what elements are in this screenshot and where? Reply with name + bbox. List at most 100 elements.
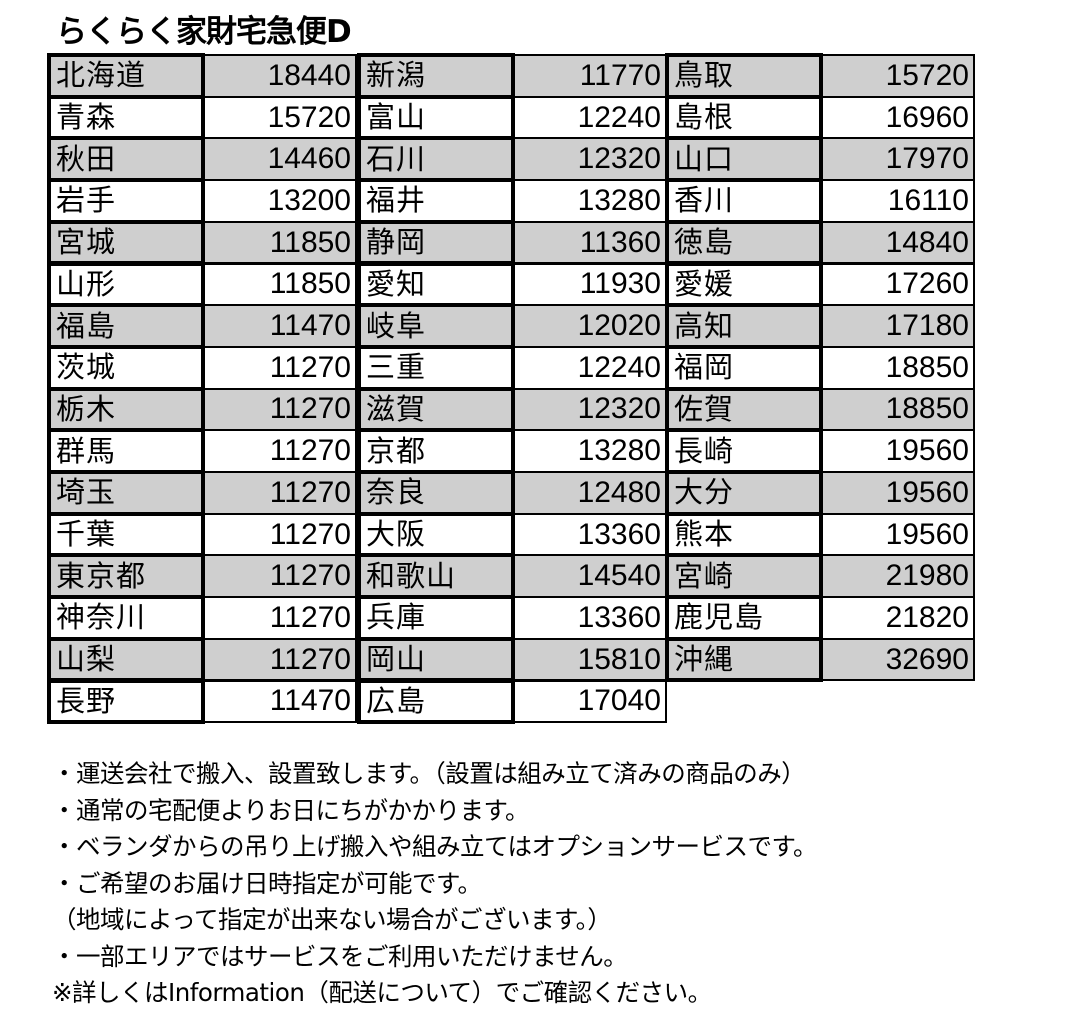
prefecture-cell: 愛知 xyxy=(357,261,515,308)
prefecture-cell: 東京都 xyxy=(47,553,205,600)
notes: ・運送会社で搬入、設置致します。（設置は組み立て済みの商品のみ） ・通常の宅配便… xyxy=(52,756,818,1012)
note-line: ・通常の宅配便よりお日にちがかかります。 xyxy=(52,795,530,825)
prefecture-cell: 鳥取 xyxy=(665,53,823,99)
prefecture-cell: 大分 xyxy=(665,470,823,516)
price-cell: 13360 xyxy=(511,596,667,640)
prefecture-cell: 青森 xyxy=(47,94,205,141)
price-cell: 17260 xyxy=(819,262,975,307)
price-cell: 13280 xyxy=(511,179,667,223)
price-cell: 17970 xyxy=(819,137,975,182)
price-cell: 11470 xyxy=(201,304,357,348)
prefecture-cell: 佐賀 xyxy=(665,386,823,433)
prefecture-cell: 京都 xyxy=(357,428,515,474)
price-cell: 11270 xyxy=(201,512,357,557)
price-cell: 13360 xyxy=(511,512,667,557)
price-cell: 11270 xyxy=(201,554,357,599)
prefecture-cell: 埼玉 xyxy=(47,470,205,516)
prefecture-cell: 静岡 xyxy=(357,219,515,266)
note-line: ※詳しくはInformation（配送について）でご確認ください。 xyxy=(52,978,712,1007)
price-cell: 11470 xyxy=(201,679,357,724)
prefecture-cell: 鹿児島 xyxy=(665,595,823,641)
prefecture-cell: 栃木 xyxy=(47,386,205,433)
note-line: （地域によって指定が出来ない場合がございます。） xyxy=(52,905,612,934)
prefecture-cell: 富山 xyxy=(357,94,515,141)
price-cell: 13200 xyxy=(201,179,357,223)
price-cell: 16110 xyxy=(819,179,975,223)
price-cell: 17180 xyxy=(819,304,975,348)
price-cell: 12320 xyxy=(511,137,667,182)
prefecture-cell: 熊本 xyxy=(665,511,823,558)
prefecture-cell: 茨城 xyxy=(47,344,205,391)
prefecture-cell: 山形 xyxy=(47,261,205,308)
price-cell: 15720 xyxy=(819,54,975,98)
prefecture-cell: 三重 xyxy=(357,344,515,391)
price-cell: 18440 xyxy=(201,54,357,98)
prefecture-cell: 岡山 xyxy=(357,636,515,683)
price-cell: 12240 xyxy=(511,95,667,140)
prefecture-cell: 奈良 xyxy=(357,470,515,516)
prefecture-cell: 岩手 xyxy=(47,178,205,224)
prefecture-cell: 北海道 xyxy=(47,53,205,99)
note-line: ・ご希望のお届け日時指定が可能です。 xyxy=(52,868,482,898)
price-cell: 32690 xyxy=(819,637,975,682)
prefecture-cell: 秋田 xyxy=(47,136,205,183)
prefecture-cell: 山口 xyxy=(665,136,823,183)
price-cell: 14840 xyxy=(819,220,975,265)
price-cell: 13280 xyxy=(511,429,667,473)
prefecture-cell: 岐阜 xyxy=(357,303,515,349)
price-cell: 18850 xyxy=(819,345,975,390)
prefecture-cell: 千葉 xyxy=(47,511,205,558)
price-cell: 21820 xyxy=(819,596,975,640)
price-cell: 19560 xyxy=(819,471,975,515)
price-cell: 12240 xyxy=(511,345,667,390)
price-cell: 12320 xyxy=(511,387,667,432)
note-line: ・一部エリアではサービスをご利用いただけません。 xyxy=(52,941,628,971)
prefecture-cell: 滋賀 xyxy=(357,386,515,433)
price-cell: 14540 xyxy=(511,554,667,599)
price-cell: 11270 xyxy=(201,345,357,390)
price-cell: 11850 xyxy=(201,220,357,265)
prefecture-cell: 兵庫 xyxy=(357,595,515,641)
note-line: ・ベランダからの吊り上げ搬入や組み立てはオプションサービスです。 xyxy=(52,832,818,861)
prefecture-cell: 石川 xyxy=(357,136,515,183)
price-cell: 18850 xyxy=(819,387,975,432)
price-cell: 11930 xyxy=(511,262,667,307)
prefecture-cell: 香川 xyxy=(665,178,823,224)
price-cell: 17040 xyxy=(511,679,667,724)
price-cell: 19560 xyxy=(819,512,975,557)
price-cell: 19560 xyxy=(819,429,975,473)
prefecture-cell: 福井 xyxy=(357,178,515,224)
price-cell: 11770 xyxy=(511,54,667,98)
prefecture-cell: 和歌山 xyxy=(357,553,515,600)
price-cell: 11270 xyxy=(201,637,357,682)
prefecture-cell: 福島 xyxy=(47,303,205,349)
prefecture-cell: 長野 xyxy=(47,678,205,725)
prefecture-cell: 新潟 xyxy=(357,53,515,99)
prefecture-cell: 高知 xyxy=(665,303,823,349)
price-cell: 15720 xyxy=(201,95,357,140)
prefecture-cell: 徳島 xyxy=(665,219,823,266)
price-cell: 14460 xyxy=(201,137,357,182)
prefecture-cell: 島根 xyxy=(665,94,823,141)
price-cell: 12480 xyxy=(511,471,667,515)
price-cell: 11850 xyxy=(201,262,357,307)
price-cell: 11270 xyxy=(201,471,357,515)
prefecture-cell: 神奈川 xyxy=(47,595,205,641)
price-cell: 11360 xyxy=(511,220,667,265)
price-cell: 15810 xyxy=(511,637,667,682)
prefecture-cell: 広島 xyxy=(357,678,515,725)
prefecture-cell: 沖縄 xyxy=(665,636,823,683)
price-cell: 16960 xyxy=(819,95,975,140)
prefecture-cell: 福岡 xyxy=(665,344,823,391)
prefecture-cell: 大阪 xyxy=(357,511,515,558)
prefecture-cell: 愛媛 xyxy=(665,261,823,308)
price-cell: 11270 xyxy=(201,429,357,473)
prefecture-cell: 群馬 xyxy=(47,428,205,474)
prefecture-cell: 山梨 xyxy=(47,636,205,683)
note-line: ・運送会社で搬入、設置致します。（設置は組み立て済みの商品のみ） xyxy=(52,759,806,788)
prefecture-cell: 宮城 xyxy=(47,219,205,266)
page-title: らくらく家財宅急便D xyxy=(56,14,352,50)
prefecture-cell: 長崎 xyxy=(665,428,823,474)
price-cell: 11270 xyxy=(201,387,357,432)
price-cell: 21980 xyxy=(819,554,975,599)
